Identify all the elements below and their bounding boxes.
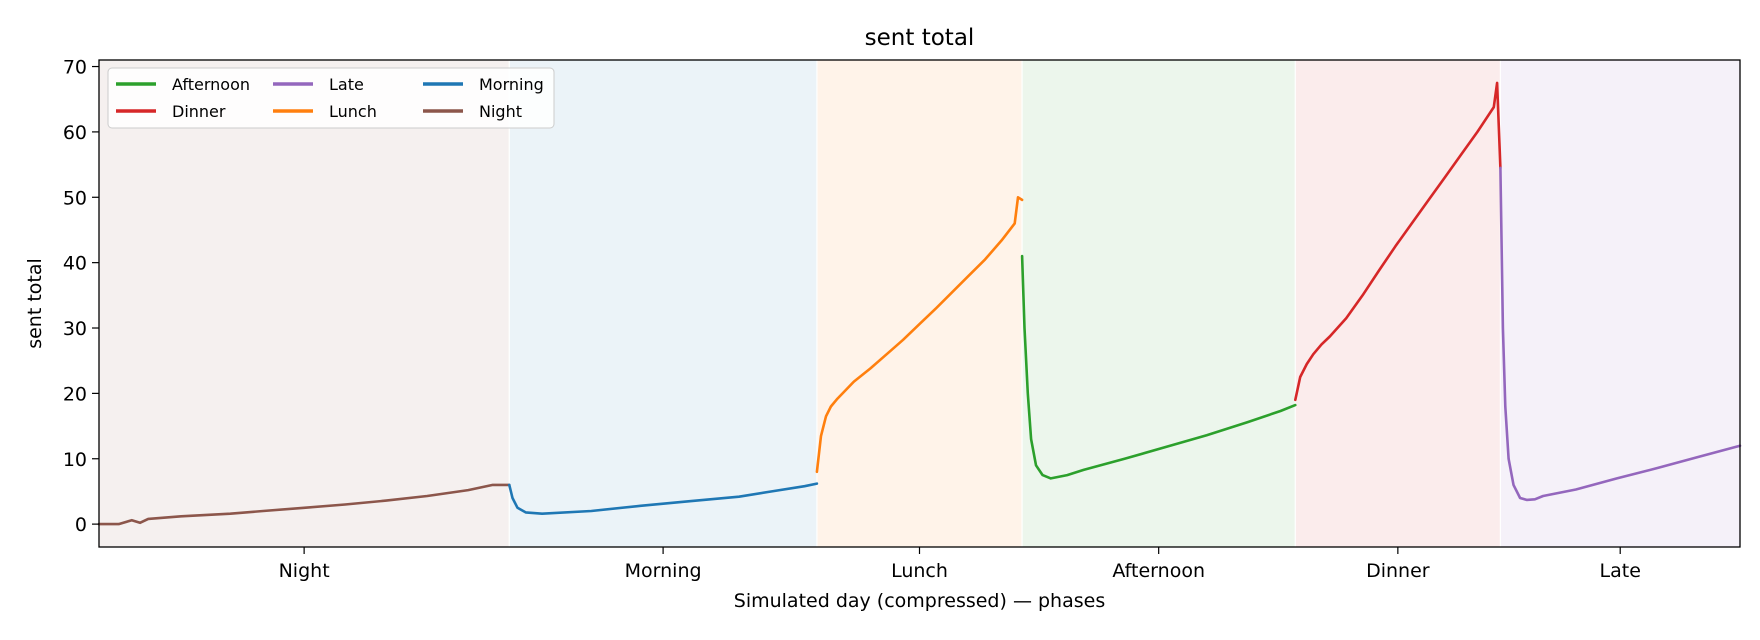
legend-label-afternoon: Afternoon [172, 75, 250, 94]
x-tick-label-afternoon: Afternoon [1112, 560, 1205, 582]
x-axis-ticks: Night Morning Lunch Afternoon Dinner Late [279, 547, 1641, 582]
series-line-lunch [815, 196, 1024, 474]
legend-label-night: Night [479, 102, 522, 121]
y-tick-label: 20 [63, 383, 87, 405]
y-tick-label: 70 [63, 57, 87, 79]
y-tick-label: 10 [63, 449, 87, 471]
phase-band-dinner [1295, 60, 1501, 547]
phase-band-morning [509, 60, 817, 547]
legend-label-late: Late [329, 75, 364, 94]
x-tick-label-morning: Morning [625, 560, 702, 582]
phase-bands [99, 60, 1740, 547]
phase-band-late [1500, 60, 1740, 547]
series-line-late [1499, 166, 1742, 502]
y-axis-ticks: 0 10 20 30 40 50 60 70 [63, 57, 99, 536]
phase-band-lunch [816, 60, 1023, 547]
phase-band-night [99, 60, 510, 547]
chart-title: sent total [865, 25, 975, 51]
series-line-night [97, 483, 511, 526]
legend-label-lunch: Lunch [329, 102, 377, 121]
phase-band-afternoon [1022, 60, 1296, 547]
x-tick-label-dinner: Dinner [1366, 560, 1430, 582]
x-tick-label-late: Late [1600, 560, 1641, 582]
y-tick-label: 40 [63, 253, 87, 275]
x-tick-label-lunch: Lunch [891, 560, 948, 582]
y-tick-label: 60 [63, 122, 87, 144]
y-tick-label: 0 [75, 514, 87, 536]
legend-label-dinner: Dinner [172, 102, 226, 121]
y-axis-label: sent total [24, 258, 46, 349]
series-lines [97, 81, 1742, 526]
y-tick-label: 50 [63, 187, 87, 209]
y-tick-label: 30 [63, 318, 87, 340]
legend-label-morning: Morning [479, 75, 544, 94]
series-line-afternoon [1020, 254, 1297, 480]
series-line-morning [508, 482, 819, 515]
legend: Afternoon Dinner Late Lunch Morning Night [107, 67, 555, 129]
series-line-dinner [1294, 81, 1502, 402]
x-tick-label-night: Night [279, 560, 330, 582]
x-axis-label: Simulated day (compressed) — phases [734, 590, 1105, 612]
